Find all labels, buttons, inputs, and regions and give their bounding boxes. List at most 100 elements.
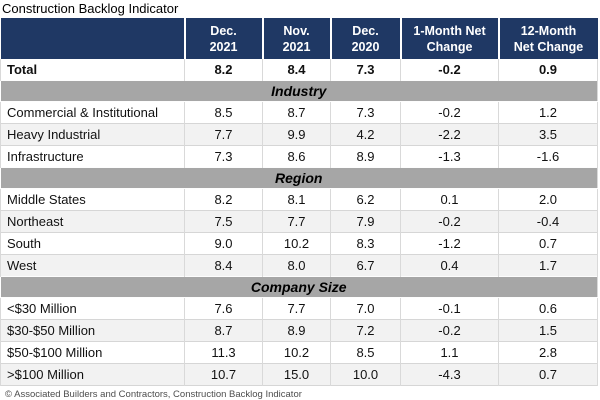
value-cell: 0.4 xyxy=(400,254,499,277)
row-label: Commercial & Institutional xyxy=(0,101,185,124)
value-cell: 1.5 xyxy=(498,319,598,342)
row-label: Infrastructure xyxy=(0,145,185,168)
row-label: <$30 Million xyxy=(0,297,185,320)
value-cell: 4.2 xyxy=(330,123,401,146)
table-row: >$100 Million 10.7 15.0 10.0 -4.3 0.7 xyxy=(0,363,598,386)
table-row: Northeast 7.5 7.7 7.9 -0.2 -0.4 xyxy=(0,210,598,233)
value-cell: 1.7 xyxy=(498,254,598,277)
value-cell: -0.2 xyxy=(400,319,499,342)
table-row: West 8.4 8.0 6.7 0.4 1.7 xyxy=(0,254,598,277)
copyright-note: © Associated Builders and Contractors, C… xyxy=(5,389,302,400)
value-cell: 7.2 xyxy=(330,319,401,342)
value-cell: 8.1 xyxy=(262,188,331,211)
value-cell: -0.2 xyxy=(400,101,499,124)
value-cell: 7.9 xyxy=(330,210,401,233)
value-cell: 8.6 xyxy=(262,145,331,168)
value-cell: 2.8 xyxy=(498,341,598,364)
value-cell: 8.9 xyxy=(330,145,401,168)
section-header-industry: Industry xyxy=(0,80,598,102)
value-cell: 0.7 xyxy=(498,232,598,255)
value-cell: 3.5 xyxy=(498,123,598,146)
col-header-line: 1-Month Net xyxy=(413,23,486,38)
table-row: South 9.0 10.2 8.3 -1.2 0.7 xyxy=(0,232,598,255)
section-header-company-size: Company Size xyxy=(0,276,598,298)
value-cell: 7.7 xyxy=(184,123,263,146)
row-label: $50-$100 Million xyxy=(0,341,185,364)
value-cell: 1.1 xyxy=(400,341,499,364)
value-cell: 7.3 xyxy=(330,59,401,81)
value-cell: 8.7 xyxy=(262,101,331,124)
table-row: Heavy Industrial 7.7 9.9 4.2 -2.2 3.5 xyxy=(0,123,598,146)
col-header-nov-2021: Nov. 2021 xyxy=(261,18,331,59)
table-row: $30-$50 Million 8.7 8.9 7.2 -0.2 1.5 xyxy=(0,319,598,342)
value-cell: -1.3 xyxy=(400,145,499,168)
value-cell: 8.3 xyxy=(330,232,401,255)
col-header-category xyxy=(0,18,185,59)
page-title: Construction Backlog Indicator xyxy=(2,1,179,16)
backlog-table: Dec. 2021 Nov. 2021 Dec. 2020 1-Month Net Ch… xyxy=(0,18,598,386)
value-cell: 8.0 xyxy=(262,254,331,277)
table-row: $50-$100 Million 11.3 10.2 8.5 1.1 2.8 xyxy=(0,341,598,364)
section-title: Region xyxy=(0,167,598,189)
table-row: Commercial & Institutional 8.5 8.7 7.3 -… xyxy=(0,101,598,124)
value-cell: 8.7 xyxy=(184,319,263,342)
row-label: West xyxy=(0,254,185,277)
value-cell: 8.9 xyxy=(262,319,331,342)
section-title: Industry xyxy=(0,80,598,102)
row-label: Northeast xyxy=(0,210,185,233)
value-cell: 8.4 xyxy=(184,254,263,277)
value-cell: -0.4 xyxy=(498,210,598,233)
value-cell: 9.9 xyxy=(262,123,331,146)
value-cell: 10.0 xyxy=(330,363,401,386)
value-cell: 7.6 xyxy=(184,297,263,320)
value-cell: 15.0 xyxy=(262,363,331,386)
value-cell: 7.3 xyxy=(184,145,263,168)
value-cell: -0.1 xyxy=(400,297,499,320)
value-cell: 8.4 xyxy=(262,59,331,81)
value-cell: 7.7 xyxy=(262,210,331,233)
row-label: >$100 Million xyxy=(0,363,185,386)
value-cell: 7.3 xyxy=(330,101,401,124)
value-cell: 8.5 xyxy=(330,341,401,364)
col-header-line: Nov. xyxy=(283,23,310,38)
value-cell: 0.9 xyxy=(498,59,598,81)
value-cell: 0.6 xyxy=(498,297,598,320)
section-title: Company Size xyxy=(0,276,598,298)
table-row: <$30 Million 7.6 7.7 7.0 -0.1 0.6 xyxy=(0,297,598,320)
section-header-region: Region xyxy=(0,167,598,189)
col-header-line: Dec. xyxy=(210,23,237,38)
row-label: $30-$50 Million xyxy=(0,319,185,342)
value-cell: 6.7 xyxy=(330,254,401,277)
value-cell: 2.0 xyxy=(498,188,598,211)
col-header-line: Net Change xyxy=(513,39,584,54)
value-cell: 9.0 xyxy=(184,232,263,255)
value-cell: 10.7 xyxy=(184,363,263,386)
col-header-12-month-net-change: 12-Month Net Change xyxy=(497,18,598,59)
value-cell: -2.2 xyxy=(400,123,499,146)
table-row: Middle States 8.2 8.1 6.2 0.1 2.0 xyxy=(0,188,598,211)
value-cell: 11.3 xyxy=(184,341,263,364)
col-header-line: 2021 xyxy=(282,39,311,54)
table-row-total: Total 8.2 8.4 7.3 -0.2 0.9 xyxy=(0,59,598,81)
row-label: Middle States xyxy=(0,188,185,211)
value-cell: 0.1 xyxy=(400,188,499,211)
table-row: Infrastructure 7.3 8.6 8.9 -1.3 -1.6 xyxy=(0,145,598,168)
col-header-line: 12-Month xyxy=(520,23,577,38)
col-header-dec-2020: Dec. 2020 xyxy=(329,18,401,59)
col-header-dec-2021: Dec. 2021 xyxy=(183,18,263,59)
header-row: Dec. 2021 Nov. 2021 Dec. 2020 1-Month Net Ch… xyxy=(0,18,598,59)
value-cell: 8.5 xyxy=(184,101,263,124)
value-cell: 7.5 xyxy=(184,210,263,233)
col-header-line: 2021 xyxy=(209,39,238,54)
value-cell: -0.2 xyxy=(400,59,499,81)
value-cell: 8.2 xyxy=(184,188,263,211)
value-cell: 7.0 xyxy=(330,297,401,320)
value-cell: 0.7 xyxy=(498,363,598,386)
col-header-1-month-net-change: 1-Month Net Change xyxy=(399,18,499,59)
row-label: Heavy Industrial xyxy=(0,123,185,146)
value-cell: 1.2 xyxy=(498,101,598,124)
value-cell: -1.6 xyxy=(498,145,598,168)
value-cell: -4.3 xyxy=(400,363,499,386)
row-label: South xyxy=(0,232,185,255)
